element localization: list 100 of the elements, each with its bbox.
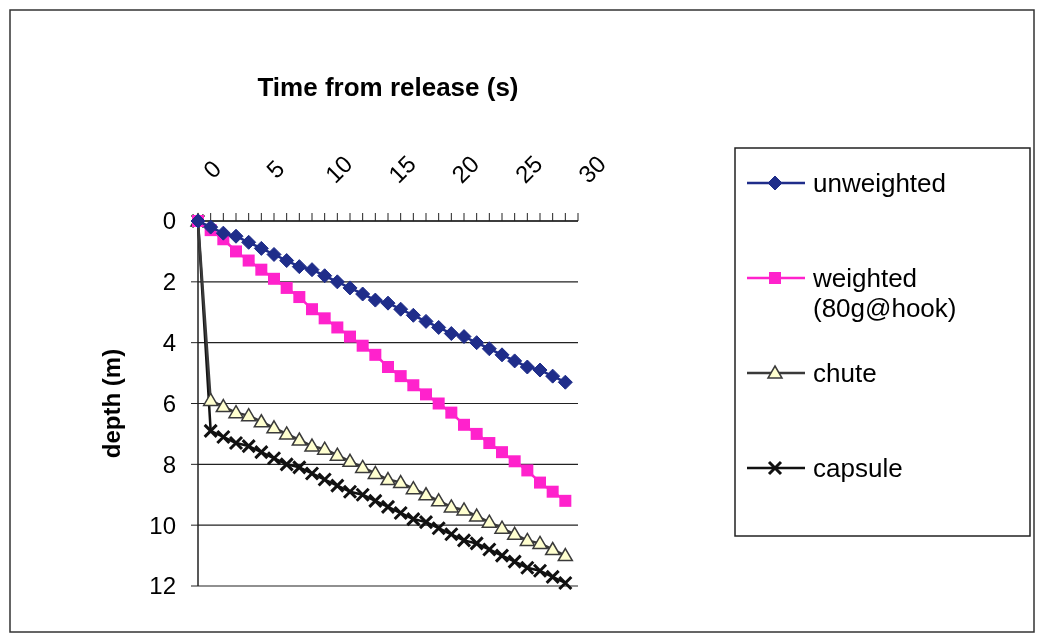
y-tick-label: 6 bbox=[162, 389, 176, 417]
y-tick-label: 0 bbox=[162, 207, 176, 235]
point bbox=[278, 426, 295, 440]
y-tick-label: 4 bbox=[162, 329, 176, 357]
point bbox=[203, 423, 219, 439]
point bbox=[519, 532, 536, 547]
point bbox=[331, 321, 344, 334]
point bbox=[507, 353, 523, 369]
y-tick-label: 8 bbox=[162, 450, 176, 478]
point bbox=[506, 526, 523, 541]
x-tick-label: 30 bbox=[572, 149, 611, 188]
point bbox=[445, 406, 458, 419]
point bbox=[329, 447, 346, 461]
point bbox=[494, 347, 510, 363]
point bbox=[405, 307, 421, 323]
point bbox=[557, 547, 574, 562]
point bbox=[215, 225, 231, 241]
point bbox=[280, 281, 293, 294]
point bbox=[557, 575, 573, 591]
point bbox=[393, 505, 409, 521]
point bbox=[443, 326, 459, 342]
point bbox=[393, 301, 409, 317]
point bbox=[532, 535, 548, 550]
point bbox=[534, 476, 546, 489]
point bbox=[431, 319, 447, 335]
point bbox=[544, 541, 561, 556]
y-tick-label: 10 bbox=[149, 511, 176, 539]
point bbox=[253, 444, 269, 460]
point bbox=[494, 520, 510, 534]
point bbox=[317, 472, 333, 488]
point bbox=[418, 487, 434, 501]
point bbox=[344, 330, 356, 343]
x-tick-label: 20 bbox=[446, 149, 485, 188]
y-axis-title: depth (m) bbox=[98, 348, 125, 459]
legend-label: capsule bbox=[813, 453, 903, 484]
point bbox=[483, 437, 496, 450]
chart-title: Time from release (s) bbox=[257, 72, 519, 102]
point bbox=[242, 254, 255, 267]
x-tick-label: 0 bbox=[197, 154, 227, 184]
point bbox=[496, 446, 508, 459]
point bbox=[545, 368, 561, 384]
point bbox=[546, 485, 559, 498]
point bbox=[394, 370, 407, 383]
point bbox=[291, 259, 307, 275]
point bbox=[443, 526, 459, 542]
point bbox=[304, 438, 320, 452]
point bbox=[215, 429, 231, 445]
point bbox=[380, 295, 396, 311]
point bbox=[443, 499, 460, 513]
point bbox=[291, 432, 308, 446]
point bbox=[240, 407, 257, 422]
point bbox=[382, 361, 394, 373]
point bbox=[430, 493, 447, 507]
point bbox=[521, 464, 534, 477]
point bbox=[318, 312, 331, 325]
point bbox=[266, 450, 282, 466]
point bbox=[559, 494, 572, 507]
point bbox=[519, 359, 535, 375]
point bbox=[329, 274, 345, 290]
point bbox=[266, 420, 282, 434]
point bbox=[456, 502, 472, 516]
point bbox=[458, 418, 470, 431]
legend-label: weighted (80g@hook) bbox=[812, 263, 957, 323]
x-tick-label: 10 bbox=[319, 149, 358, 188]
point bbox=[367, 465, 384, 480]
y-tick-label: 2 bbox=[162, 268, 176, 296]
point bbox=[469, 335, 485, 351]
point bbox=[316, 441, 333, 455]
point bbox=[202, 392, 219, 407]
point bbox=[304, 262, 320, 278]
point bbox=[481, 514, 498, 528]
point bbox=[481, 542, 497, 557]
point bbox=[470, 427, 483, 440]
point bbox=[228, 404, 244, 419]
point bbox=[507, 554, 523, 570]
point bbox=[215, 398, 232, 413]
legend-label: chute bbox=[813, 358, 877, 389]
point bbox=[367, 493, 383, 509]
point bbox=[203, 219, 219, 235]
point bbox=[494, 548, 510, 564]
point bbox=[432, 397, 445, 410]
point bbox=[228, 228, 244, 244]
point bbox=[317, 268, 333, 284]
point bbox=[380, 471, 396, 486]
point bbox=[392, 474, 409, 489]
point bbox=[420, 388, 432, 401]
point bbox=[508, 455, 521, 468]
point bbox=[354, 459, 371, 474]
point bbox=[557, 374, 573, 390]
point bbox=[532, 362, 548, 378]
point bbox=[306, 303, 318, 316]
point bbox=[342, 453, 358, 468]
x-tick-label: 25 bbox=[509, 149, 548, 188]
point bbox=[304, 465, 320, 481]
point bbox=[255, 263, 268, 276]
point bbox=[342, 280, 358, 296]
point bbox=[481, 341, 497, 357]
point bbox=[253, 240, 269, 256]
point bbox=[253, 414, 270, 428]
point bbox=[405, 480, 422, 495]
